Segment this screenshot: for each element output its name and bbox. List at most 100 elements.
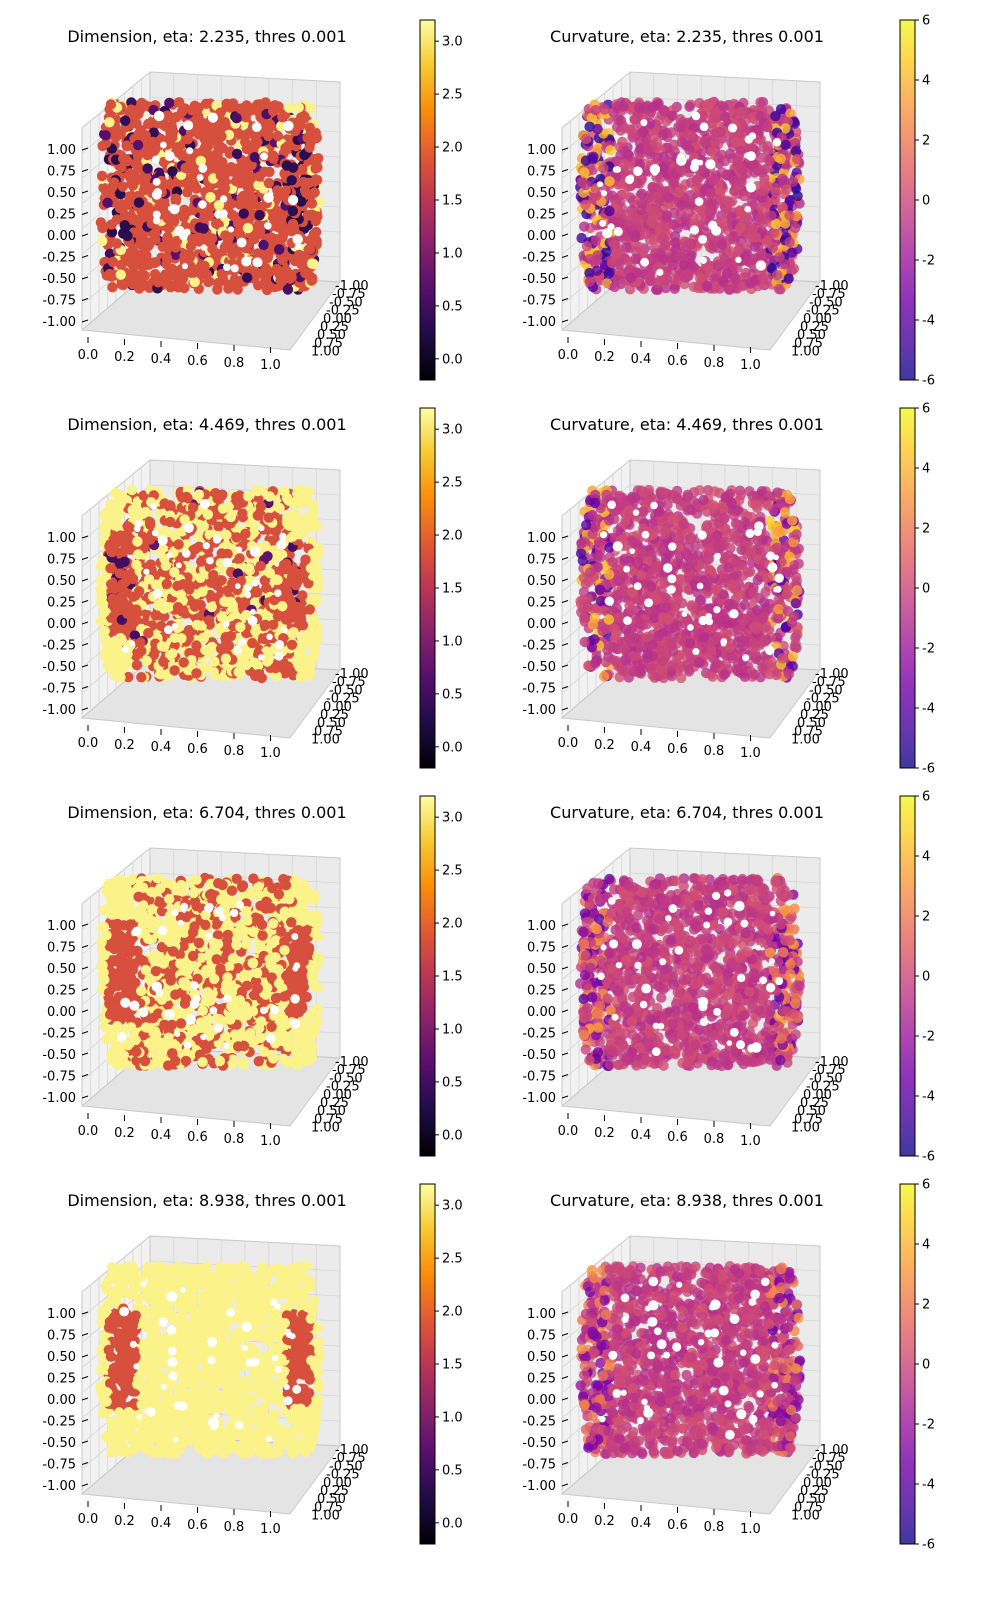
data-point: [277, 254, 288, 265]
gap: [649, 164, 661, 175]
x-tick-label: 1.0: [740, 746, 761, 761]
data-point: [676, 199, 687, 210]
data-point: [648, 205, 660, 217]
gap: [274, 651, 284, 661]
data-point: [102, 197, 113, 208]
data-point: [584, 276, 596, 287]
data-point: [176, 605, 187, 617]
z-tick-label: 0.75: [47, 553, 76, 568]
gap: [186, 147, 194, 155]
data-point: [135, 637, 146, 648]
gap: [633, 166, 643, 176]
plot-area: -1.00-0.75-0.50-0.250.000.250.500.751.00…: [522, 70, 849, 373]
gap: [152, 177, 161, 186]
gap: [278, 532, 287, 541]
gap: [676, 152, 686, 162]
data-point: [107, 256, 119, 268]
chart-title: Dimension, eta: 2.235, thres 0.001: [67, 27, 346, 46]
data-point: [253, 280, 264, 291]
data-point: [735, 222, 746, 234]
chart-title: Curvature, eta: 2.235, thres 0.001: [550, 27, 824, 46]
data-point: [252, 510, 263, 521]
data-point: [309, 187, 320, 198]
z-tick-label: 0.25: [47, 208, 76, 223]
data-point: [658, 129, 669, 141]
data-point: [287, 531, 298, 542]
data-point: [197, 269, 209, 280]
x-tick-label: 0.6: [187, 354, 208, 369]
gap: [247, 615, 258, 626]
colorbar-tick-label: 3.0: [442, 423, 463, 438]
data-point: [240, 129, 252, 141]
gap: [198, 200, 207, 209]
data-point: [306, 198, 318, 209]
z-tick-label: 0.50: [527, 574, 556, 589]
data-point: [189, 601, 201, 612]
data-point: [282, 141, 294, 152]
data-point: [647, 133, 659, 144]
data-point: [258, 267, 269, 278]
data-point: [310, 634, 322, 646]
z-tick-label: -1.00: [522, 703, 556, 718]
data-point: [205, 192, 216, 203]
gap: [260, 152, 269, 161]
x-tick-label: 0.2: [594, 350, 615, 365]
data-point: [638, 127, 649, 138]
data-point: [762, 121, 773, 133]
data-point: [304, 604, 315, 615]
data-point: [300, 554, 311, 565]
data-point: [769, 227, 780, 238]
gap: [171, 622, 179, 630]
z-tick: [81, 190, 89, 194]
data-point: [96, 587, 107, 598]
data-point: [721, 169, 733, 180]
colorbar-tick-label: -2: [922, 254, 935, 269]
data-point: [780, 139, 791, 151]
gap: [196, 174, 204, 182]
colorbar-tick-label: 4: [922, 74, 930, 89]
y-tick-label: 1.00: [311, 345, 340, 360]
data-point: [599, 104, 610, 115]
data-point: [263, 512, 274, 523]
data-point: [254, 171, 265, 182]
data-point: [168, 529, 180, 540]
gap: [152, 216, 161, 225]
data-point: [225, 162, 237, 173]
data-point: [115, 498, 126, 510]
data-point: [779, 258, 790, 270]
data-point: [589, 256, 600, 267]
data-point: [713, 259, 724, 270]
data-point: [231, 148, 243, 160]
z-tick-label: 0.75: [527, 165, 556, 180]
colorbar-tick-label: 1.5: [442, 582, 463, 597]
data-point: [242, 272, 253, 283]
gap: [207, 112, 219, 123]
gap: [274, 639, 285, 650]
data-point: [124, 522, 135, 534]
data-point: [250, 136, 261, 147]
gap: [175, 562, 182, 569]
data-point: [254, 225, 266, 237]
data-point: [581, 241, 593, 252]
z-tick-label: 0.75: [47, 165, 76, 180]
data-point: [142, 163, 153, 174]
y-tick-label: 0.50: [317, 328, 346, 343]
data-point: [305, 563, 317, 574]
data-point: [281, 160, 292, 171]
z-tick: [81, 233, 89, 237]
data-point: [105, 563, 116, 574]
data-point: [291, 497, 302, 509]
data-point: [182, 134, 193, 145]
data-point: [224, 148, 235, 159]
data-point: [131, 659, 143, 671]
gap: [234, 583, 241, 590]
data-point: [150, 579, 161, 590]
gap: [164, 150, 175, 162]
data-point: [293, 249, 305, 261]
z-tick-label: 0.00: [47, 229, 76, 244]
data-point: [229, 274, 241, 285]
x-tick-label: 1.0: [260, 746, 281, 761]
data-point: [102, 189, 113, 201]
data-point: [181, 178, 193, 189]
colorbar-tick-label: 2.5: [442, 476, 463, 491]
